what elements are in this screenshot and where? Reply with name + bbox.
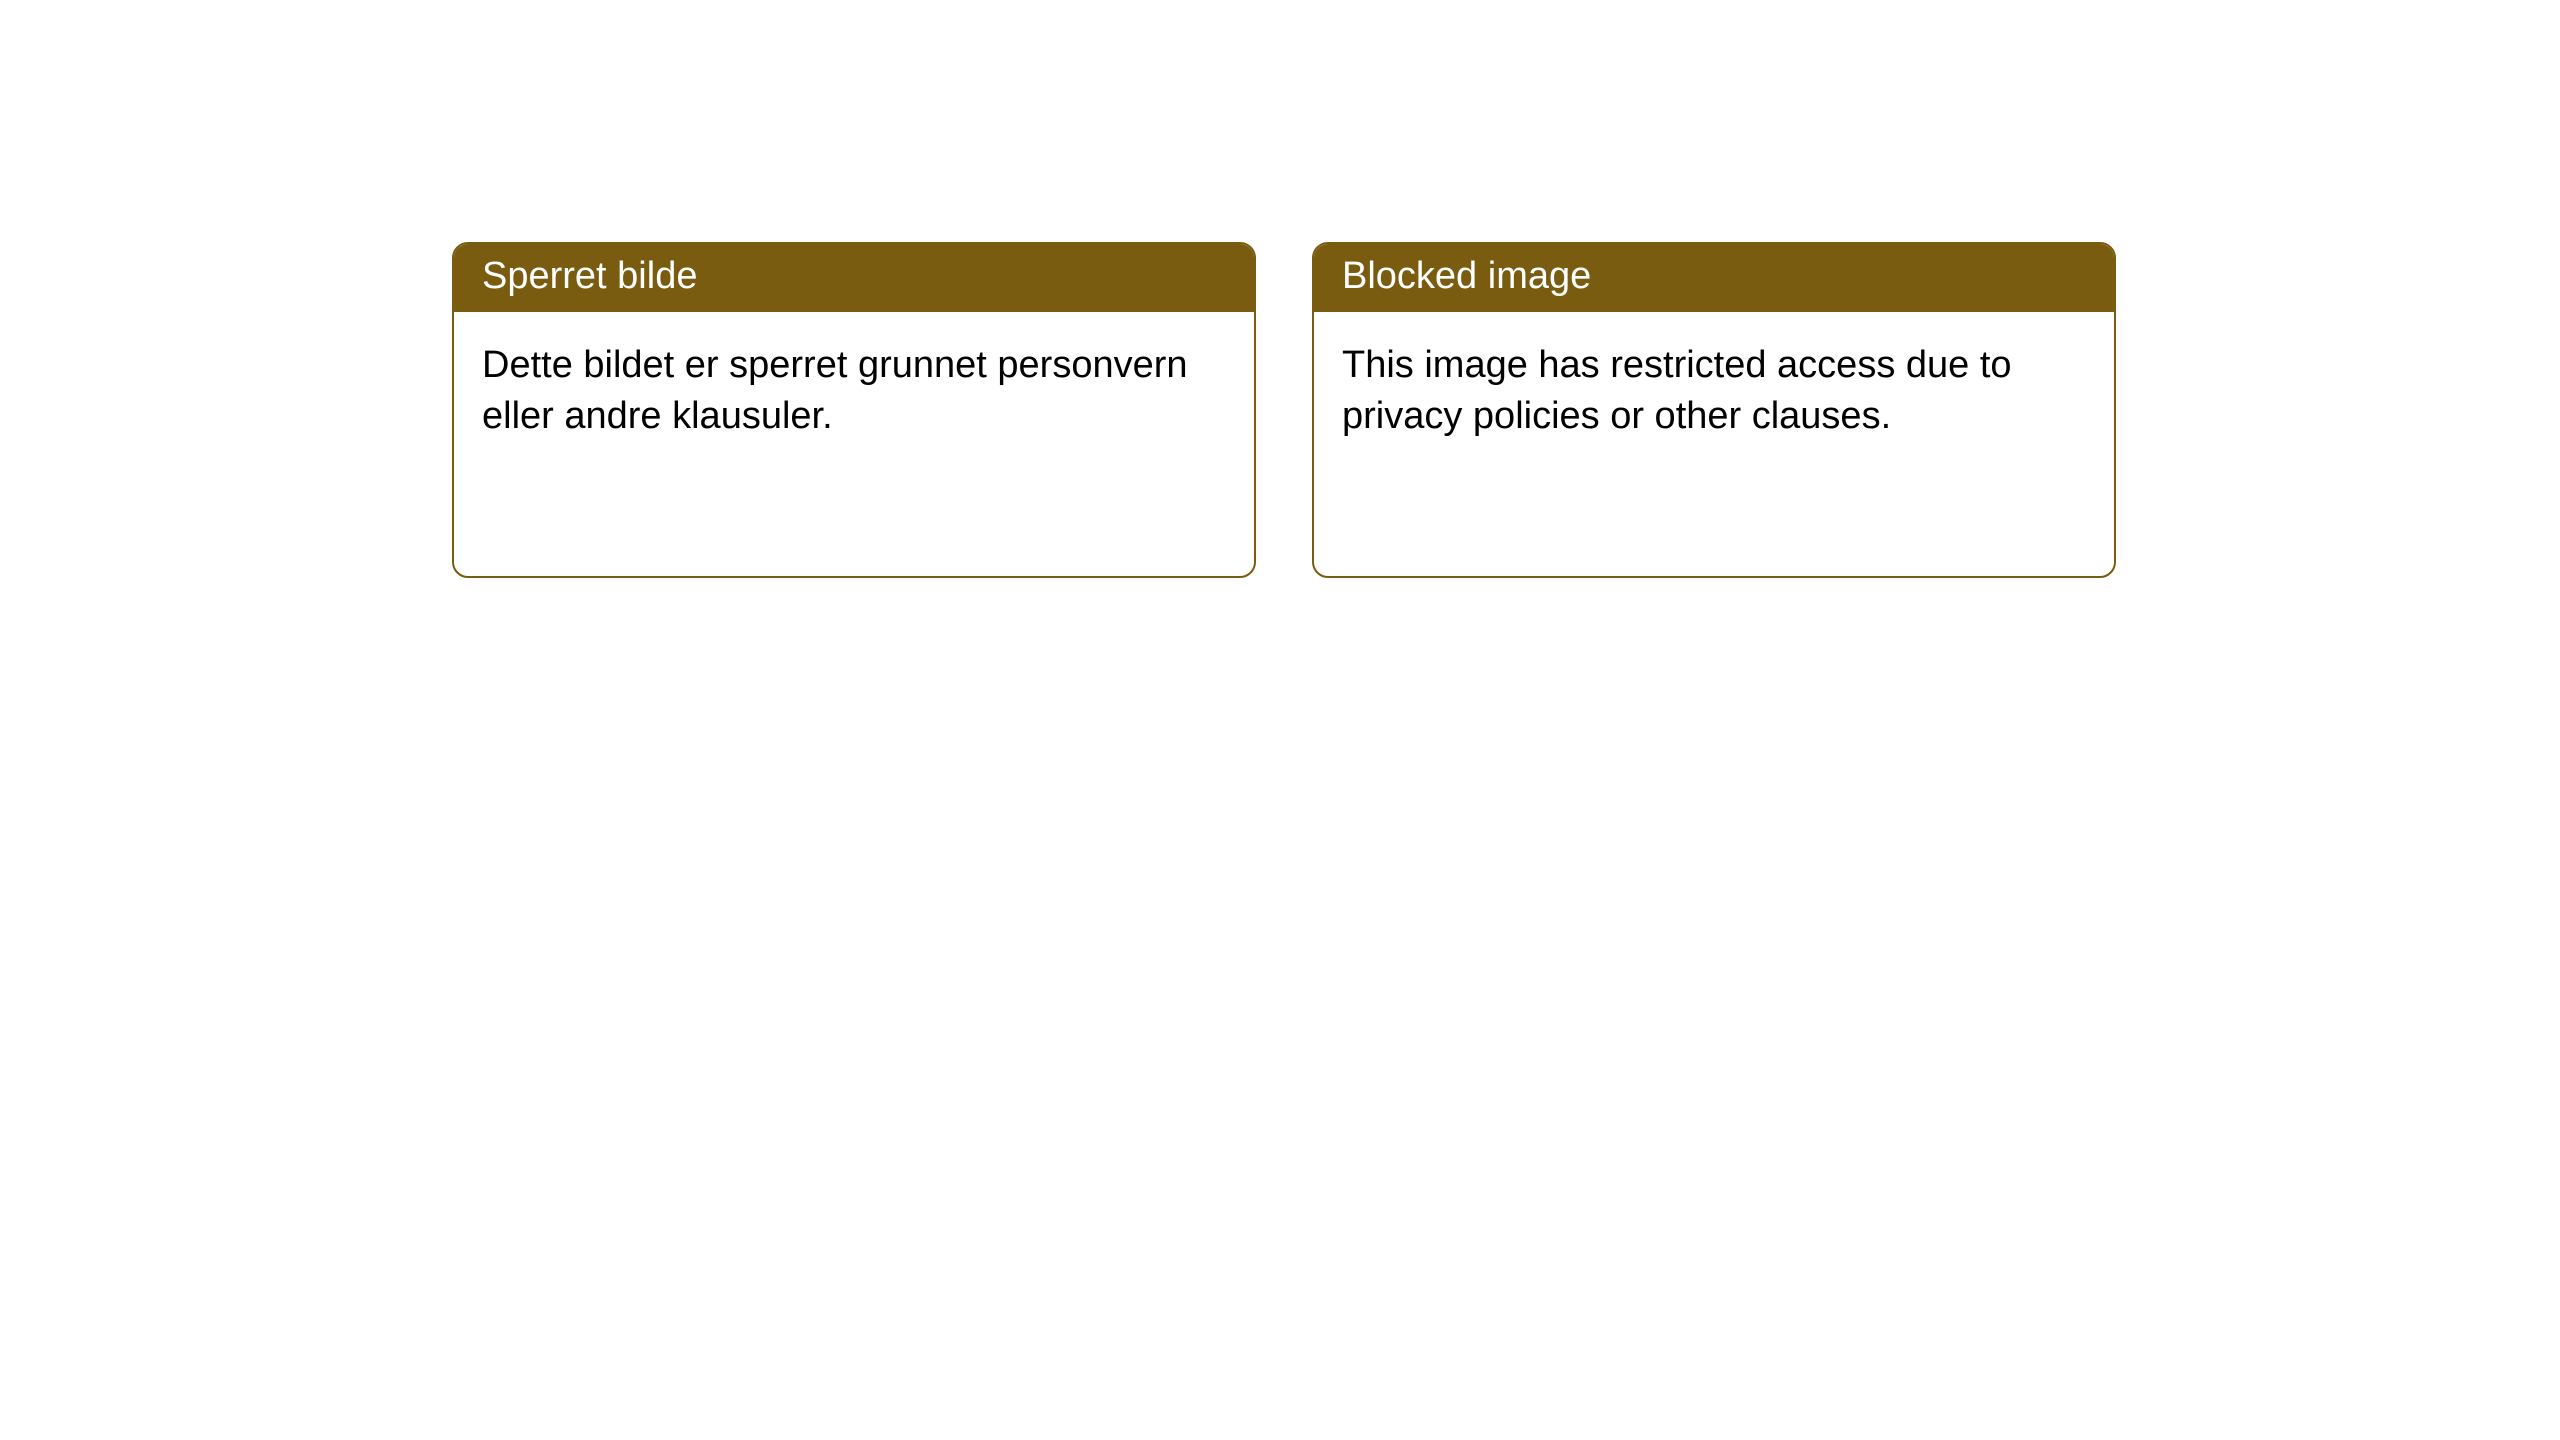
notice-body: This image has restricted access due to …	[1314, 312, 2114, 471]
notice-card-norwegian: Sperret bilde Dette bildet er sperret gr…	[452, 242, 1256, 578]
notice-header: Sperret bilde	[454, 244, 1254, 312]
notice-body: Dette bildet er sperret grunnet personve…	[454, 312, 1254, 471]
notice-container: Sperret bilde Dette bildet er sperret gr…	[452, 242, 2116, 578]
notice-title: Blocked image	[1342, 255, 1591, 297]
notice-card-english: Blocked image This image has restricted …	[1312, 242, 2116, 578]
notice-title: Sperret bilde	[482, 255, 697, 297]
notice-header: Blocked image	[1314, 244, 2114, 312]
notice-body-text: Dette bildet er sperret grunnet personve…	[482, 344, 1188, 437]
notice-body-text: This image has restricted access due to …	[1342, 344, 2012, 437]
